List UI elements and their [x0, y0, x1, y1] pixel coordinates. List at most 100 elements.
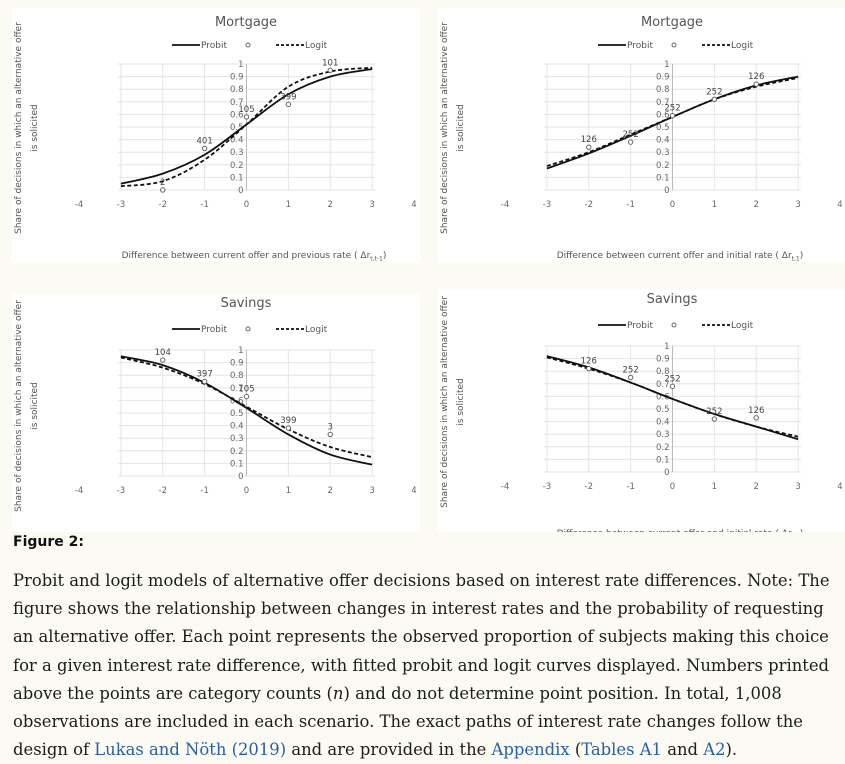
y-tick-label: 0.1: [656, 455, 670, 465]
y-tick-label: 1: [238, 60, 243, 70]
y-tick-label: 0: [238, 186, 243, 196]
data-point: [243, 114, 250, 120]
table-a2-link[interactable]: A2: [703, 740, 726, 760]
data-point: [201, 145, 208, 152]
y-tick-label: 0.2: [656, 443, 670, 453]
chart-mortgage-previous-rate: Mortgage Probit Logit 0 0.1 0.2 0.3 0.4 0.5 0.6 0.…: [0, 0, 422, 266]
y-tick-label: 0.5: [656, 405, 670, 415]
data-count-label: 101: [322, 58, 338, 68]
data-point: [243, 393, 250, 400]
x-tick-label: 1: [286, 486, 291, 496]
data-point: [627, 139, 634, 145]
data-count-label: 3: [328, 422, 333, 432]
data-count-label: 252: [623, 366, 639, 376]
chart-title: Mortgage: [215, 15, 277, 30]
data-point: [586, 144, 592, 150]
data-count-label: 397: [197, 370, 213, 380]
y-axis-label-line1: Share of decisions in which an alternati…: [14, 22, 24, 234]
data-point: [711, 96, 718, 102]
y-tick-label: 0.3: [230, 148, 244, 158]
y-axis-label-line2: is solicited: [456, 378, 466, 425]
figure-caption: Probit and logit models of alternative o…: [13, 567, 838, 764]
x-tick-label: 1: [712, 200, 717, 210]
y-tick-label: 0.7: [230, 384, 244, 394]
y-tick-label: 0.2: [230, 447, 244, 457]
x-tick-label: 2: [328, 200, 333, 210]
caption-text-6: ).: [725, 740, 738, 760]
data-count-label: 105: [238, 385, 254, 395]
legend-point-marker: [671, 322, 677, 328]
legend-logit-label: Logit: [731, 41, 754, 51]
y-tick-label: 0.5: [656, 123, 670, 133]
y-tick-label: 0.3: [230, 434, 244, 444]
y-tick-label: 1: [664, 342, 669, 352]
x-axis-label: Difference between current offer and ini…: [557, 251, 804, 263]
plot-background: [438, 8, 845, 262]
tables-a1-link[interactable]: Tables A1: [581, 740, 662, 760]
x-tick-label: 2: [328, 486, 333, 496]
caption-n: n: [332, 683, 344, 703]
reference-link-lukas-noth[interactable]: Lukas and Nöth (2019): [94, 740, 287, 760]
y-tick-label: 0.3: [656, 430, 670, 440]
data-point: [711, 416, 718, 422]
data-point: [327, 67, 333, 74]
y-tick-label: 0.9: [656, 355, 670, 365]
data-point: [285, 425, 292, 431]
figure-label: Figure 2:: [13, 534, 84, 550]
data-count-label: 104: [155, 348, 171, 358]
chart-mortgage-initial-rate: Mortgage Probit Logit 0 0.1 0.2 0.3 0.4 0.5 0.6 0.…: [423, 0, 845, 266]
x-tick-label: -4: [501, 482, 509, 492]
y-tick-label: 0.4: [230, 136, 244, 146]
y-tick-label: 0.6: [656, 110, 670, 120]
appendix-link[interactable]: Appendix: [491, 740, 570, 760]
legend-logit-label: Logit: [731, 321, 754, 331]
logit-curve: [546, 356, 799, 438]
y-tick-label: 0.6: [230, 110, 244, 120]
data-count-label: 105: [238, 105, 254, 115]
x-tick-label: -1: [626, 482, 634, 492]
legend-probit-label: Probit: [201, 325, 227, 335]
y-axis-label-line1: Share of decisions in which an alternati…: [440, 296, 450, 508]
x-tick-label: 3: [369, 200, 374, 210]
x-tick-label: -2: [159, 200, 167, 210]
data-count-label: 401: [197, 136, 213, 146]
y-tick-label: 0.9: [656, 73, 670, 83]
x-tick-label: 4: [837, 200, 842, 210]
data-point: [327, 431, 333, 438]
y-tick-label: 0.9: [230, 73, 244, 83]
legend-logit-label: Logit: [305, 41, 328, 51]
x-tick-label: -2: [585, 482, 593, 492]
x-tick-label: -4: [501, 200, 509, 210]
y-tick-label: 0: [238, 472, 243, 482]
y-axis-label-line2: is solicited: [30, 382, 40, 429]
x-tick-label: 0: [670, 482, 675, 492]
plot-background: [438, 290, 845, 532]
x-tick-label: 0: [670, 200, 675, 210]
data-count-label: 126: [581, 357, 597, 367]
data-point: [586, 365, 592, 372]
probit-curve: [120, 355, 373, 466]
chart-title: Savings: [221, 296, 272, 311]
x-tick-label: 3: [369, 486, 374, 496]
chart-savings-initial-rate: Savings Probit Logit 0 0.1 0.2 0.3 0.4 0.5 0.6 0.7…: [423, 266, 845, 532]
data-point: [669, 383, 676, 390]
legend-probit-label: Probit: [201, 41, 227, 51]
chart-title: Mortgage: [641, 15, 703, 30]
logit-curve: [120, 356, 373, 458]
data-count-label: 2: [160, 178, 165, 188]
legend-probit-label: Probit: [627, 41, 653, 51]
data-count-label: 252: [623, 130, 639, 140]
x-tick-label: -1: [200, 486, 208, 496]
x-tick-label: -3: [117, 200, 125, 210]
y-tick-label: 0.1: [230, 459, 244, 469]
logit-curve: [120, 66, 373, 188]
plot-background: [12, 8, 420, 262]
x-tick-label: 4: [411, 200, 416, 210]
x-tick-label: -4: [75, 486, 83, 496]
x-tick-label: 0: [244, 200, 249, 210]
data-point: [285, 101, 292, 108]
caption-text-5: and: [661, 740, 704, 760]
legend-probit-label: Probit: [627, 321, 653, 331]
data-point: [160, 357, 166, 363]
x-tick-label: -4: [75, 200, 83, 210]
